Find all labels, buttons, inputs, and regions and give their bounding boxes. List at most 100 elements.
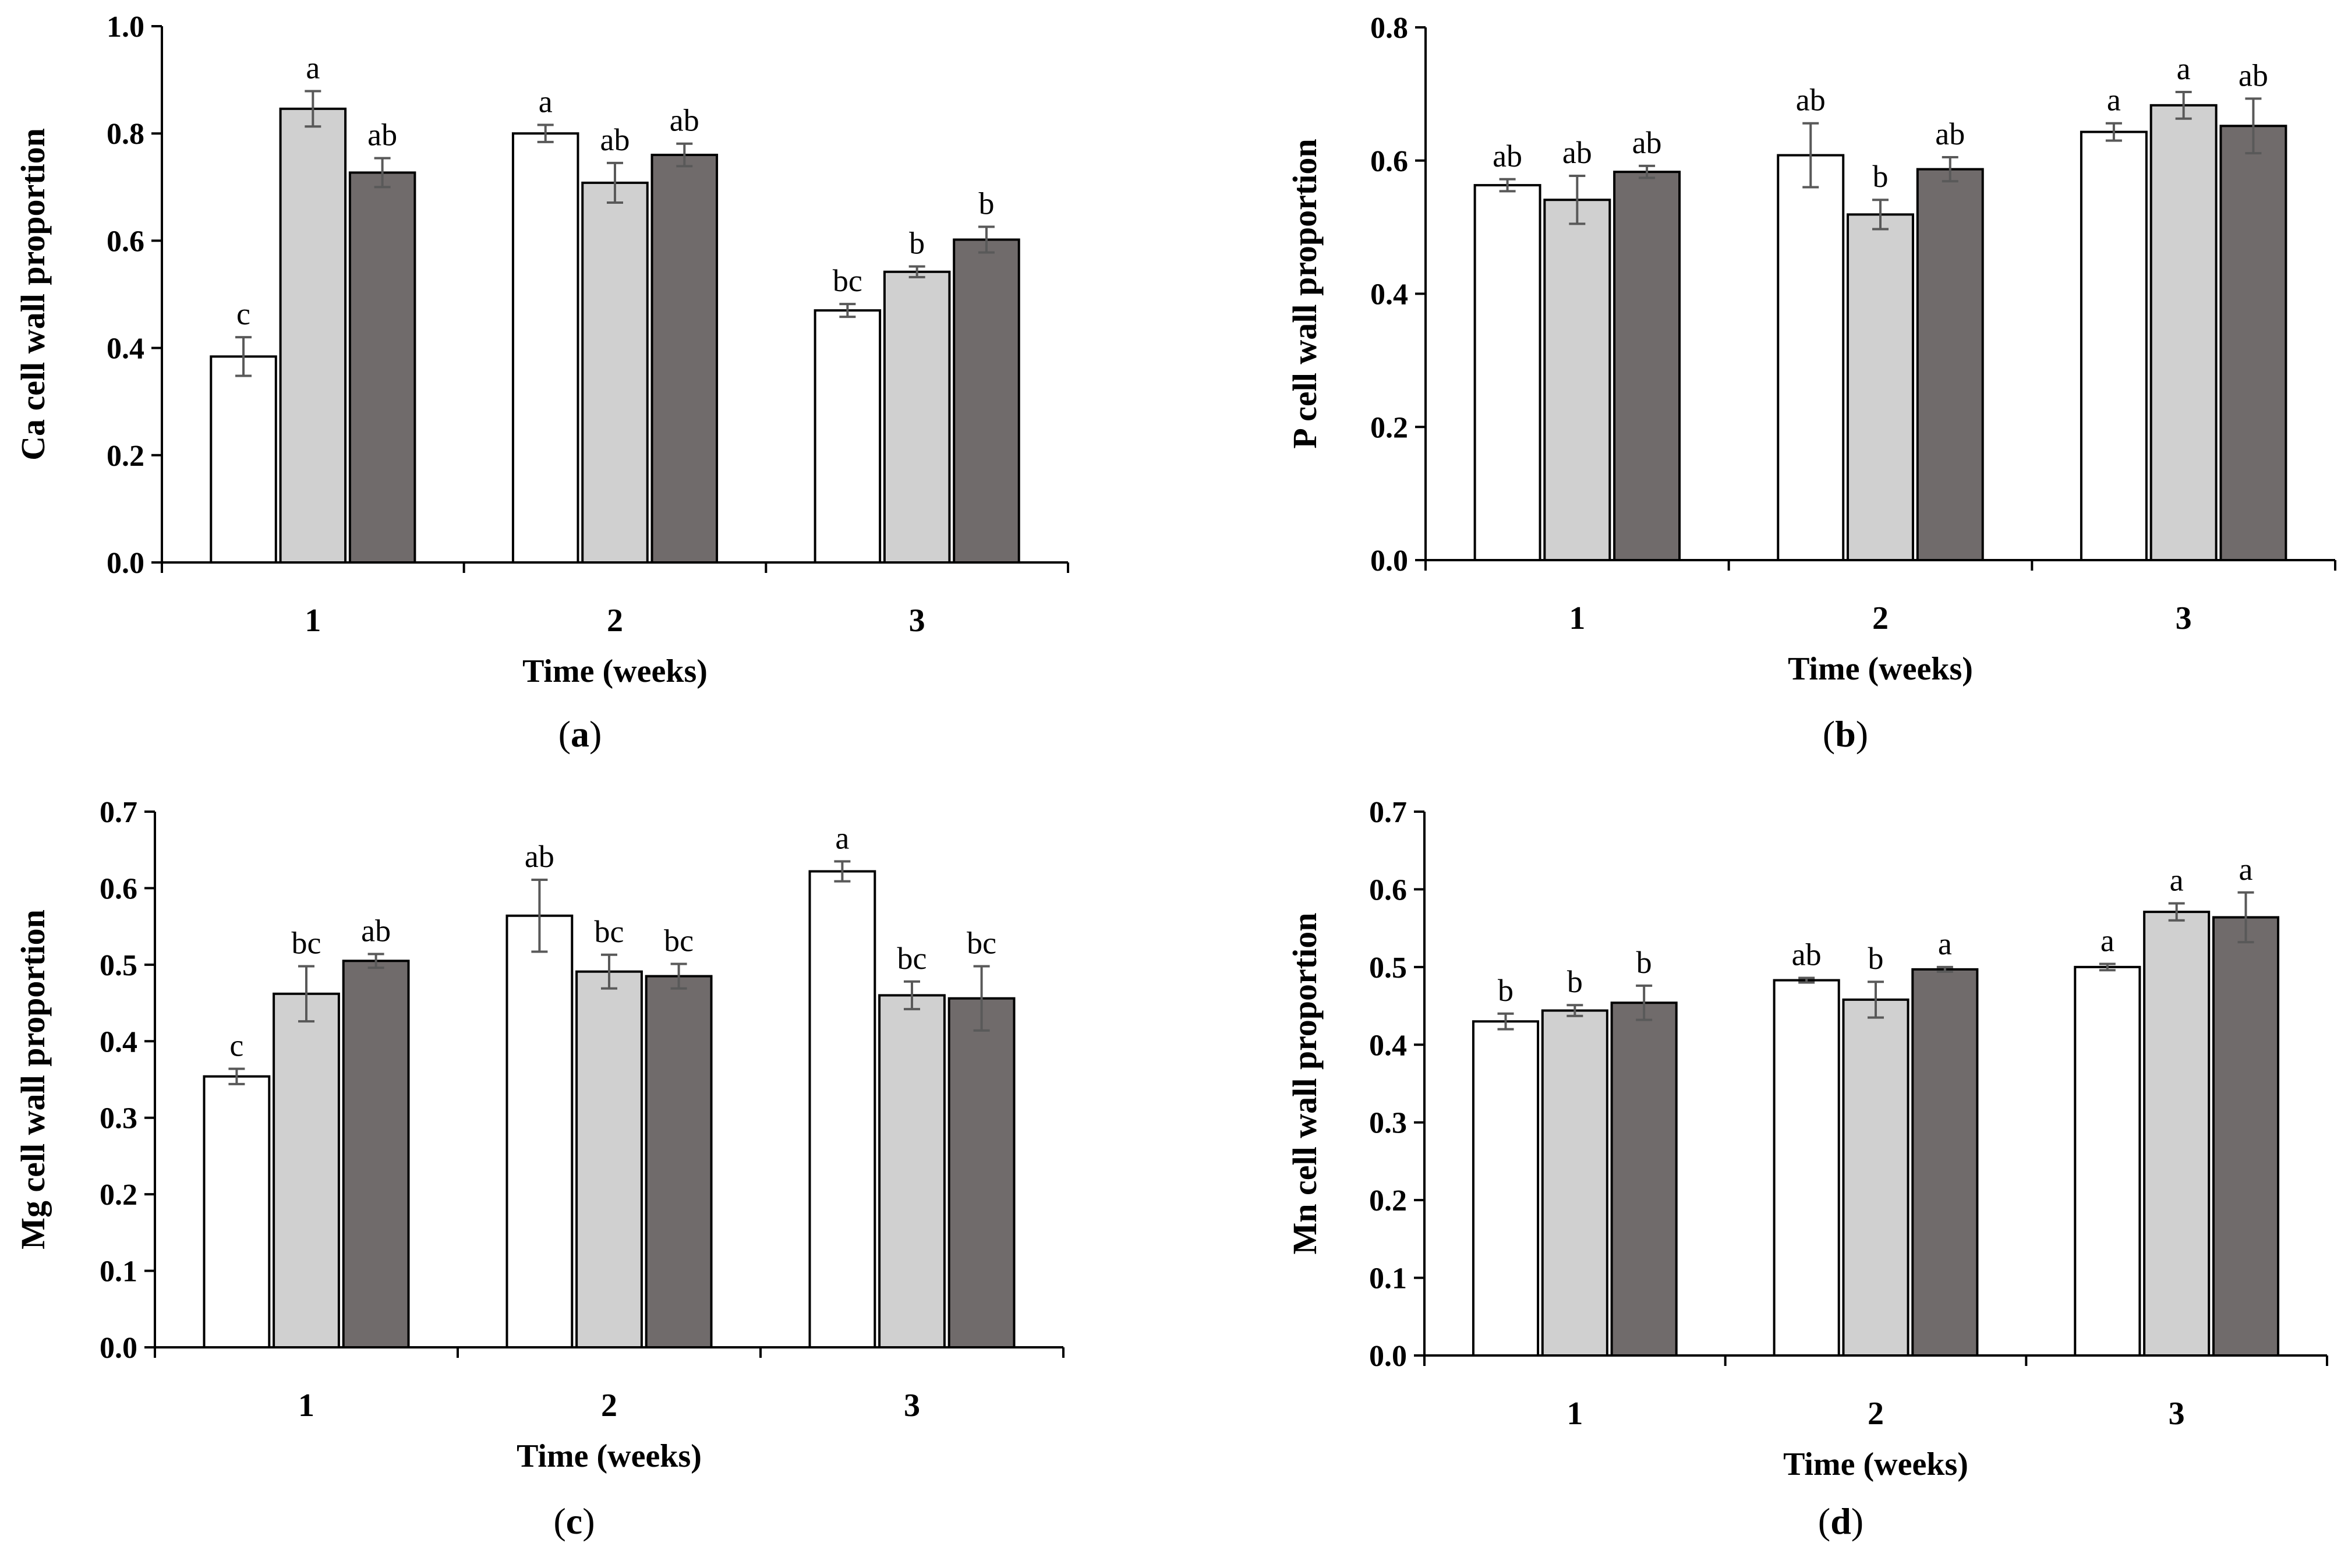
significance-letter: ab — [1562, 135, 1592, 170]
y-axis-title: Mg cell wall proportion — [14, 909, 52, 1250]
bar — [1473, 184, 1541, 562]
bar — [1610, 1001, 1678, 1357]
y-tick-label: 0.2 — [107, 440, 144, 473]
significance-letter: c — [229, 1028, 243, 1063]
y-tick-label: 0.8 — [107, 118, 144, 151]
y-tick-label: 0.4 — [1370, 278, 1408, 312]
significance-letter: a — [2170, 862, 2184, 897]
panel-letter: b — [1835, 713, 1856, 755]
x-tick-label: 3 — [904, 1388, 920, 1424]
significance-letter: ab — [2239, 58, 2268, 93]
x-axis-title: Time (weeks) — [517, 1438, 702, 1474]
significance-letter: bc — [664, 923, 694, 958]
bar — [2219, 125, 2287, 561]
x-tick-label: 1 — [1566, 1396, 1583, 1432]
bar — [645, 975, 713, 1348]
significance-letter: b — [1567, 964, 1583, 999]
significance-letter: bc — [897, 941, 927, 976]
bar — [1847, 213, 1914, 561]
y-tick-label: 0.5 — [100, 949, 137, 982]
bar — [814, 309, 882, 564]
bar — [1842, 998, 1909, 1357]
significance-letter: bc — [833, 263, 862, 298]
y-tick-label: 0.8 — [1370, 12, 1408, 45]
bar — [808, 870, 876, 1348]
significance-letter: bc — [595, 914, 624, 949]
bar — [1543, 199, 1611, 561]
bar — [2074, 965, 2141, 1357]
significance-letter: a — [2101, 923, 2114, 958]
bar — [1777, 154, 1845, 562]
y-tick-label: 0.2 — [1370, 411, 1408, 444]
y-tick-label: 0.3 — [1369, 1107, 1407, 1140]
panel-letter: a — [571, 713, 589, 755]
y-tick-label: 0.1 — [100, 1255, 137, 1289]
y-tick-label: 0.0 — [100, 1332, 137, 1365]
bar — [511, 132, 579, 564]
y-tick-label: 0.2 — [100, 1178, 137, 1212]
bar — [947, 997, 1016, 1348]
significance-letter: bc — [967, 925, 996, 960]
x-tick-label: 2 — [1872, 600, 1889, 636]
panel-letter: d — [1830, 1500, 1851, 1542]
significance-letter: b — [1873, 159, 1889, 194]
y-tick-label: 0.1 — [1369, 1262, 1407, 1296]
panel-caption: (b) — [1823, 713, 1868, 755]
significance-letter: c — [236, 296, 250, 331]
significance-letter: a — [2107, 83, 2121, 118]
y-tick-label: 0.2 — [1369, 1184, 1407, 1217]
panel-caption: (a) — [558, 713, 602, 755]
significance-letter: b — [909, 226, 925, 261]
y-tick-label: 0.0 — [107, 547, 144, 580]
panel-caption: (d) — [1818, 1500, 1863, 1542]
y-tick-label: 0.6 — [1369, 873, 1407, 907]
bar — [2212, 916, 2280, 1357]
bar — [279, 107, 347, 564]
bar — [650, 154, 719, 564]
bar — [1911, 968, 1979, 1357]
y-axis-title: Mn cell wall proportion — [1286, 913, 1324, 1255]
y-tick-label: 0.0 — [1370, 544, 1408, 578]
significance-letter: ab — [1796, 83, 1826, 118]
bar — [2149, 104, 2218, 562]
x-axis-title: Time (weeks) — [522, 653, 708, 689]
bar — [1472, 1020, 1540, 1357]
y-tick-label: 0.4 — [100, 1025, 137, 1059]
y-axis-title: Ca cell wall proportion — [14, 128, 52, 461]
significance-letter: ab — [670, 103, 699, 138]
significance-letter: b — [1498, 973, 1514, 1008]
y-tick-label: 0.6 — [107, 225, 144, 258]
significance-letter: ab — [367, 118, 397, 153]
y-tick-label: 0.6 — [1370, 145, 1408, 178]
significance-letter: ab — [600, 122, 630, 157]
significance-letter: b — [1868, 941, 1884, 976]
panel-caption: (c) — [553, 1500, 595, 1542]
bar — [953, 238, 1020, 564]
x-tick-label: 3 — [909, 603, 925, 639]
bar — [210, 355, 277, 564]
x-tick-label: 1 — [305, 603, 321, 639]
y-tick-label: 0.4 — [107, 332, 144, 366]
y-tick-label: 0.0 — [1369, 1340, 1407, 1373]
y-tick-label: 0.7 — [1369, 796, 1407, 829]
significance-letter: bc — [292, 925, 321, 960]
bar — [883, 270, 951, 564]
x-tick-label: 2 — [1868, 1396, 1884, 1432]
x-tick-label: 2 — [601, 1388, 617, 1424]
bar — [2143, 911, 2211, 1357]
y-tick-label: 1.0 — [107, 10, 144, 44]
bar — [1541, 1009, 1608, 1357]
x-tick-label: 1 — [1569, 600, 1585, 636]
significance-letter: ab — [1632, 125, 1662, 160]
bar — [2080, 130, 2148, 562]
y-tick-label: 0.4 — [1369, 1029, 1407, 1062]
bar — [342, 960, 410, 1349]
bar — [1773, 979, 1840, 1357]
y-tick-label: 0.3 — [100, 1102, 137, 1135]
bar — [575, 970, 643, 1348]
significance-letter: a — [1938, 926, 1952, 961]
significance-letter: a — [2177, 51, 2191, 86]
bar — [1916, 168, 1984, 561]
x-axis-title: Time (weeks) — [1788, 651, 1973, 687]
